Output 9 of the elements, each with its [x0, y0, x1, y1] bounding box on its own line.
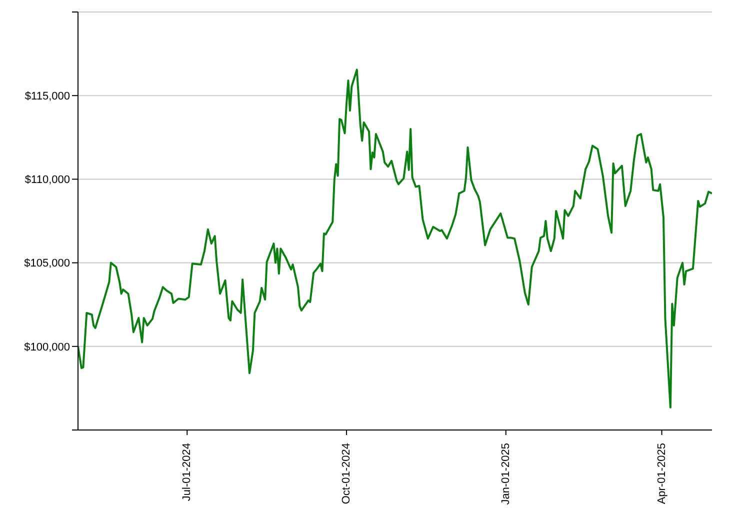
x-tick-label: Jan-01-2025: [500, 443, 512, 505]
y-tick-label: $105,000: [24, 258, 70, 270]
x-tick-label: Oct-01-2024: [340, 443, 352, 504]
x-tick-label: Jul-01-2024: [181, 443, 194, 502]
y-tick-label: $110,000: [24, 174, 70, 186]
x-tick-label: Apr-01-2025: [656, 443, 668, 504]
y-tick-label: $100,000: [24, 341, 70, 354]
line-series: [78, 68, 712, 408]
y-tick-label: $115,000: [24, 90, 70, 103]
